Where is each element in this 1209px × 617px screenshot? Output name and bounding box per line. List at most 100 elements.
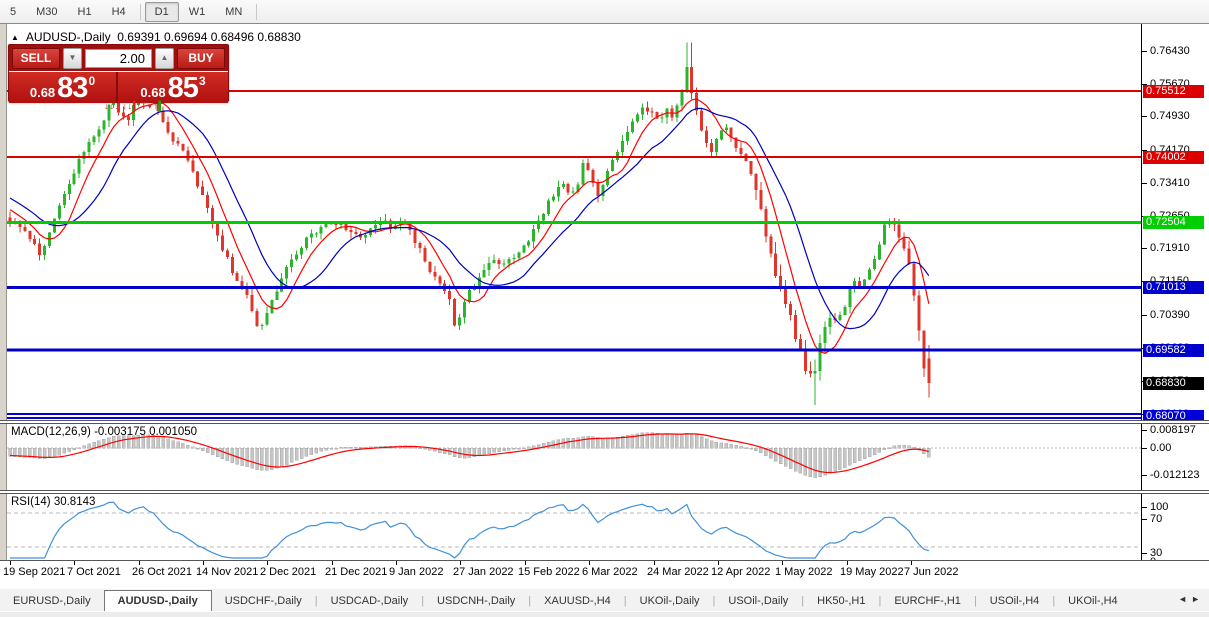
tab-separator: | (973, 595, 977, 607)
tab-separator: | (314, 595, 318, 607)
tab-separator: | (528, 595, 532, 607)
tab-separator: | (623, 595, 627, 607)
buy-price[interactable]: 0.68 85 3 (118, 72, 228, 103)
ma-fast-line (9, 98, 930, 355)
timeframe-button-w1[interactable]: W1 (188, 5, 206, 18)
tab-usdchf-daily[interactable]: USDCHF-,Daily (224, 595, 302, 607)
volume-decrease-button[interactable]: ▼ (63, 47, 82, 69)
date-axis-label: 6 Mar 2022 (582, 566, 638, 578)
date-tick-mark (460, 561, 461, 565)
tab-eurusd-daily[interactable]: EURUSD-,Daily (13, 595, 91, 607)
chart-left-strip (0, 24, 7, 588)
price-axis: 0.764300.756700.749300.741700.734100.726… (1141, 24, 1209, 568)
level-price-label: 0.71013 (1143, 281, 1204, 294)
price-axis-tick: 0.70390 (1150, 309, 1190, 321)
buy-price-small: 0.68 (140, 85, 166, 100)
chart-tab-bar: EURUSD-,Daily AUDUSD-,Daily USDCHF-,Daily |… (0, 589, 1209, 611)
chart-ohlc-values: 0.69391 0.69694 0.68496 0.68830 (117, 30, 301, 44)
ma-slow-line (9, 107, 930, 330)
rsi-pane: RSI(14) 30.8143 (7, 494, 1141, 560)
buy-price-big: 85 (167, 72, 199, 104)
tab-separator: | (1052, 595, 1056, 607)
price-axis-tick: 0.73410 (1150, 177, 1190, 189)
tab-usoil-daily[interactable]: USOil-,Daily (728, 595, 789, 607)
rsi-canvas (7, 501, 1141, 559)
date-tick-mark (267, 561, 268, 565)
date-tick-mark (525, 561, 526, 565)
macd-axis-tick: 0.00 (1150, 442, 1172, 454)
timeframe-button-5[interactable]: 5 (10, 5, 17, 18)
axis-tick-mark (1142, 51, 1147, 52)
tick-mixed-icon: ↓↓▍T▾ (122, 101, 153, 111)
timeframe-button-mn[interactable]: MN (225, 5, 243, 18)
level-price-label: 0.72504 (1143, 216, 1204, 229)
price-chart-canvas (7, 42, 1141, 420)
volume-increase-button[interactable]: ▲ (155, 47, 174, 69)
tab-separator: | (421, 595, 425, 607)
tab-usdcad-daily[interactable]: USDCAD-,Daily (330, 595, 409, 607)
date-tick-mark (589, 561, 590, 565)
date-tick-mark (10, 561, 11, 565)
toolbar-separator (139, 3, 141, 20)
tab-scroll-arrows: ◄► (1178, 594, 1204, 604)
axis-tick-mark (1142, 248, 1147, 249)
tab-scroll-left-icon[interactable]: ◄ (1178, 594, 1192, 604)
rsi-label: RSI(14) 30.8143 (11, 496, 96, 508)
date-axis: 19 Sep 2021 7 Oct 2021 26 Oct 2021 14 Nov 2… (0, 560, 1209, 590)
axis-tick-mark (1142, 430, 1147, 431)
collapse-ohlc-arrow-icon[interactable]: ▲ (11, 33, 19, 42)
tab-scroll-right-icon[interactable]: ► (1191, 594, 1204, 604)
tab-usdcnh-daily[interactable]: USDCNH-,Daily (437, 595, 516, 607)
tab-ukoil-h4[interactable]: UKOil-,H4 (1068, 595, 1118, 607)
price-axis-tick: 0.76430 (1150, 45, 1190, 57)
macd-axis-tick: 0.008197 (1150, 424, 1196, 436)
date-tick-mark (74, 561, 75, 565)
tab-xauusd-h4[interactable]: XAUUSD-,H4 (544, 595, 611, 607)
timeframe-toolbar: 5 M30 H1 H4 D1 W1 MN (0, 0, 1209, 24)
timeframe-button-m30[interactable]: M30 (36, 5, 58, 18)
date-axis-label: 9 Jan 2022 (389, 566, 444, 578)
date-tick-mark (332, 561, 333, 565)
axis-tick-mark (1142, 475, 1147, 476)
sell-price-small: 0.68 (29, 85, 56, 100)
rsi-line (10, 501, 929, 559)
tick-down-icon: ↓↓. (104, 101, 119, 111)
price-axis-tick: 0.71910 (1150, 242, 1190, 254)
buy-price-sup: 3 (198, 74, 206, 88)
axis-tick-mark (1142, 150, 1147, 151)
tab-hk50-h1[interactable]: HK50-,H1 (817, 595, 866, 607)
pane-splitter-macd[interactable] (0, 420, 1209, 424)
macd-canvas (7, 432, 1141, 478)
axis-tick-mark (1142, 448, 1147, 449)
axis-tick-mark (1142, 519, 1147, 520)
tab-eurchf-h1[interactable]: EURCHF-,H1 (894, 595, 961, 607)
date-axis-label: 7 Jun 2022 (904, 566, 959, 578)
date-axis-label: 14 Nov 2021 (196, 566, 259, 578)
sell-price[interactable]: 0.68 83 0 (9, 72, 118, 103)
pane-splitter-rsi[interactable] (0, 490, 1209, 494)
tab-separator: | (712, 595, 716, 607)
tick-up-icon: ↑▍ (152, 101, 167, 111)
date-axis-label: 27 Jan 2022 (453, 566, 514, 578)
sell-button[interactable]: SELL (12, 47, 60, 69)
rsi-axis-tick: 70 (1150, 513, 1163, 525)
volume-input[interactable]: 2.00 (85, 48, 152, 68)
level-price-label: 0.69582 (1143, 344, 1204, 357)
date-tick-mark (782, 561, 783, 565)
date-axis-label: 2 Dec 2021 (260, 566, 317, 578)
date-axis-label: 21 Dec 2021 (325, 566, 388, 578)
one-click-trade-widget: SELL ▼ 2.00 ▲ BUY 0.68 83 0 0.68 85 3 (8, 44, 229, 103)
sell-price-big: 83 (57, 72, 88, 104)
tab-ukoil-daily[interactable]: UKOil-,Daily (639, 595, 700, 607)
axis-tick-mark (1142, 183, 1147, 184)
macd-signal-line (9, 433, 929, 474)
timeframe-button-h1[interactable]: H1 (77, 5, 92, 18)
rsi-axis-tick: 100 (1150, 501, 1169, 513)
timeframe-button-h4[interactable]: H4 (111, 5, 126, 18)
date-axis-label: 7 Oct 2021 (67, 566, 121, 578)
tab-audusd-daily[interactable]: AUDUSD-,Daily (103, 590, 212, 611)
timeframe-button-d1[interactable]: D1 (144, 1, 179, 22)
tab-separator: | (801, 595, 805, 607)
buy-button[interactable]: BUY (177, 47, 225, 69)
tab-usoil-h4[interactable]: USOil-,H4 (989, 595, 1040, 607)
